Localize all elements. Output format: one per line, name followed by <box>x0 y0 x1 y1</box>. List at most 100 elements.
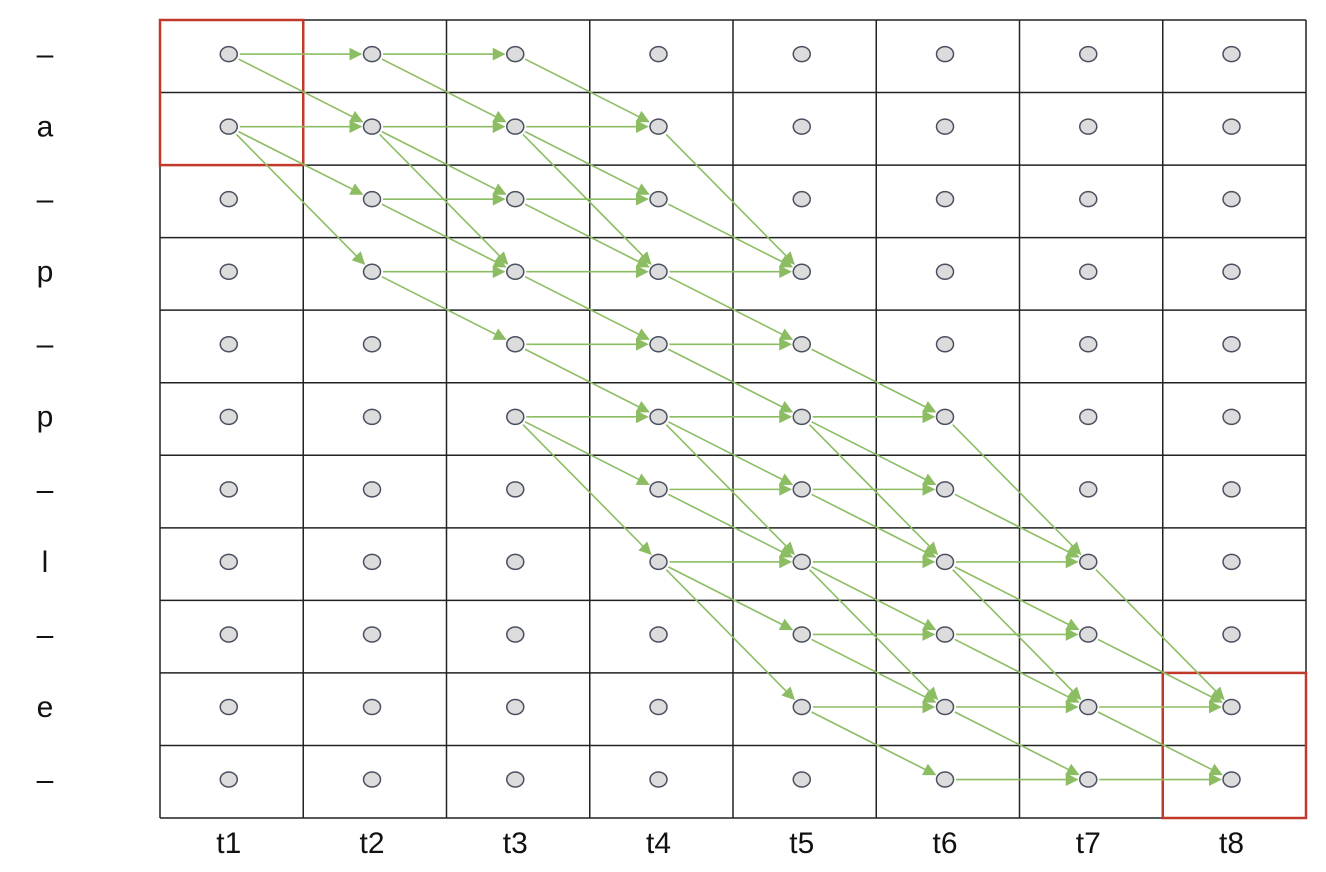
node <box>935 626 955 643</box>
node <box>506 481 525 498</box>
node <box>1079 263 1098 280</box>
node <box>506 118 525 135</box>
node <box>1222 481 1241 498</box>
node <box>219 408 239 426</box>
node <box>935 190 955 208</box>
node <box>1079 553 1098 571</box>
column-label: t2 <box>359 827 384 860</box>
node <box>792 481 812 498</box>
node <box>362 771 382 788</box>
node <box>219 45 239 63</box>
transition-arrow <box>665 133 795 265</box>
node <box>219 481 239 498</box>
node <box>1222 45 1241 63</box>
node <box>935 481 955 498</box>
node <box>1222 553 1241 571</box>
node <box>506 698 525 716</box>
node <box>792 190 812 208</box>
node <box>649 45 668 63</box>
node <box>362 45 382 63</box>
nodes <box>219 45 1241 788</box>
node <box>649 336 668 353</box>
node <box>362 626 382 643</box>
node <box>1079 190 1098 208</box>
transitions <box>235 47 1225 786</box>
transition-arrow <box>522 424 652 555</box>
node <box>1222 190 1241 208</box>
node <box>935 771 955 788</box>
transition-arrow <box>1097 638 1223 703</box>
transition-arrow <box>667 275 794 341</box>
node <box>219 336 239 353</box>
node <box>935 118 955 135</box>
transition-arrow <box>238 58 364 123</box>
node <box>219 263 239 280</box>
node <box>1079 118 1098 135</box>
transition-arrow <box>381 203 507 268</box>
node <box>362 481 382 498</box>
column-label: t8 <box>1219 827 1244 860</box>
row-label: – <box>37 328 54 361</box>
node <box>362 118 382 135</box>
transition-arrow <box>524 275 650 341</box>
transition-arrow <box>811 348 937 413</box>
row-label: – <box>37 183 54 216</box>
node <box>506 408 525 426</box>
transition-arrow <box>667 566 794 631</box>
transition-arrow <box>524 203 650 268</box>
node <box>649 698 668 716</box>
transition-arrow <box>952 424 1082 555</box>
node <box>1222 626 1241 643</box>
node <box>649 190 668 208</box>
node <box>362 336 382 353</box>
node <box>1079 408 1098 426</box>
node <box>219 553 239 571</box>
transition-arrow <box>524 130 650 195</box>
transition-arrow <box>381 130 507 195</box>
row-label: p <box>37 401 54 434</box>
node <box>649 626 668 643</box>
node <box>219 118 239 135</box>
node <box>792 118 812 135</box>
node <box>1222 771 1241 788</box>
node <box>792 45 812 63</box>
transition-arrow <box>381 58 507 123</box>
row-label: – <box>37 763 54 796</box>
row-label: – <box>37 38 54 71</box>
column-label: t7 <box>1076 827 1101 860</box>
node <box>219 698 239 716</box>
node <box>506 771 525 788</box>
node <box>649 481 668 498</box>
transition-arrow <box>811 638 937 703</box>
transition-arrow <box>667 493 794 558</box>
transition-arrow <box>811 421 937 486</box>
node <box>1222 263 1241 280</box>
transition-arrow <box>235 133 366 265</box>
node <box>219 771 239 788</box>
node <box>1079 698 1098 716</box>
node <box>792 626 812 643</box>
node <box>219 190 239 208</box>
row-label: a <box>37 111 54 144</box>
transition-arrow <box>811 493 937 558</box>
node <box>792 408 812 426</box>
transition-arrow <box>524 421 650 486</box>
row-label: l <box>42 546 49 579</box>
row-label: e <box>37 691 54 724</box>
column-label: t1 <box>216 827 241 860</box>
node <box>506 626 525 643</box>
row-label: – <box>37 618 54 651</box>
node <box>649 118 668 135</box>
node <box>362 553 382 571</box>
node <box>935 553 955 571</box>
grid <box>158 18 1308 820</box>
column-label: t4 <box>646 827 671 860</box>
transition-arrow <box>1095 569 1225 701</box>
transition-arrow <box>381 275 507 341</box>
node <box>1222 698 1241 716</box>
node <box>1222 336 1241 353</box>
node <box>362 263 382 280</box>
transition-arrow <box>667 348 794 413</box>
node <box>935 336 955 353</box>
